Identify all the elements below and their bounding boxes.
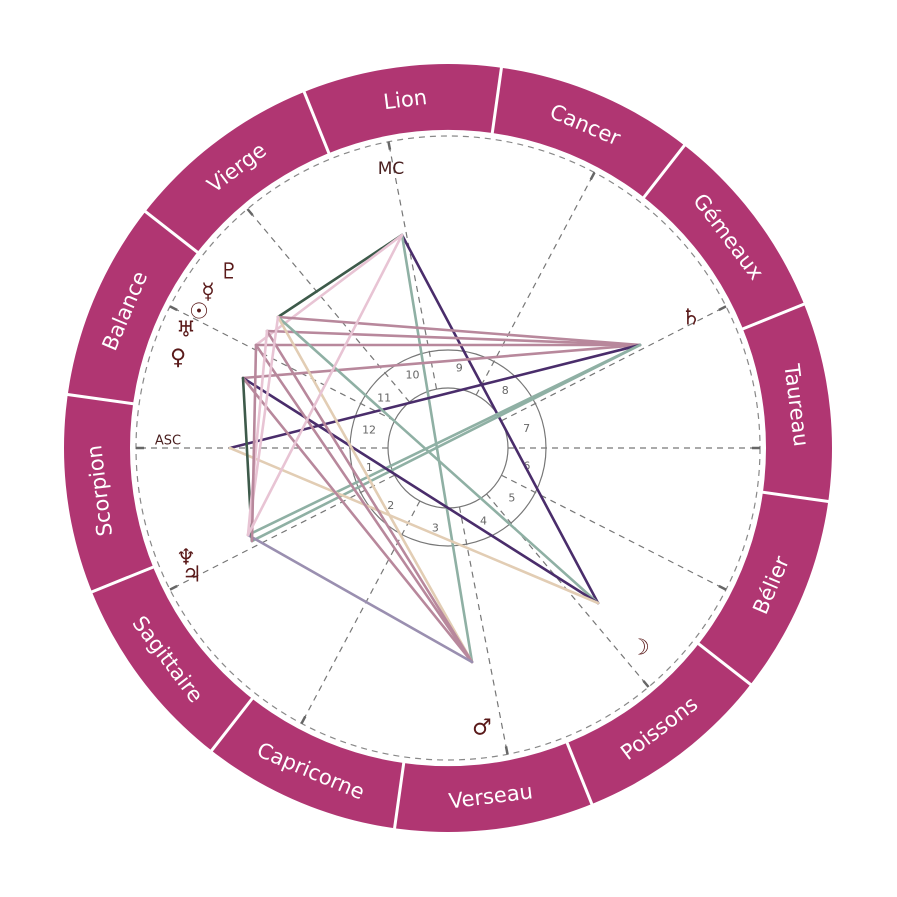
house-number: 10	[405, 369, 419, 382]
sign-divider	[302, 89, 332, 156]
house-cusp-lines	[135, 135, 761, 761]
aspect-line	[246, 233, 404, 537]
aspect-line	[265, 329, 474, 664]
cusp-tick	[642, 680, 650, 688]
house-number: 4	[480, 514, 487, 527]
aspect-line	[246, 329, 269, 537]
sign-divider	[641, 142, 687, 200]
house-number: 11	[377, 392, 391, 405]
sign-divider	[89, 564, 156, 594]
aspect-line	[241, 376, 600, 605]
house-number: 8	[502, 384, 509, 397]
cusp-tick	[718, 584, 727, 591]
aspect-line	[241, 376, 474, 664]
cusp-tick	[387, 141, 392, 150]
mars-icon: ♂	[472, 716, 492, 741]
house-number: 2	[387, 499, 394, 512]
house-cusp-line	[387, 141, 438, 390]
aspect-line	[276, 315, 642, 347]
cusp-tick	[169, 584, 178, 591]
sign-divider	[564, 740, 594, 807]
house-number: 12	[362, 423, 376, 436]
cusp-tick	[169, 305, 178, 312]
house-cusp-line	[169, 305, 395, 422]
moon-icon: ☽	[630, 636, 650, 661]
mercury-icon: ☿	[201, 280, 215, 305]
venus-icon: ♀	[170, 346, 186, 371]
cusp-tick	[504, 746, 509, 755]
aspect-line	[254, 233, 404, 347]
aspect-line	[254, 343, 474, 664]
house-number: 5	[508, 491, 515, 504]
sign-divider	[392, 760, 406, 831]
aspect-line	[250, 343, 258, 543]
pluto-icon: ♇	[219, 260, 239, 285]
saturn-icon: ♄	[681, 306, 701, 331]
house-number: 3	[432, 522, 439, 535]
aspect-line	[246, 533, 474, 664]
jupiter-icon: ♃	[182, 563, 202, 588]
sign-divider	[65, 392, 136, 406]
house-number: 6	[523, 460, 530, 473]
house-cusp-line	[169, 474, 395, 591]
sun-icon: ☉	[189, 300, 209, 325]
sign-divider	[490, 65, 504, 136]
sign-divider	[760, 490, 831, 504]
aspect-lines	[228, 233, 642, 664]
sign-divider	[142, 209, 200, 255]
house-outer-circle	[349, 349, 547, 547]
house-cusp-line	[501, 474, 727, 591]
cusp-tick	[300, 715, 307, 725]
aspect-line	[276, 233, 404, 319]
house-cusp-line	[475, 172, 596, 396]
house-number: 1	[366, 461, 373, 474]
aspect-line	[228, 446, 600, 605]
house-cusp-line	[501, 305, 727, 422]
angle-label-mc: MC	[378, 159, 405, 179]
sign-label-0: Lion	[382, 85, 428, 114]
angle-label-asc: ASC	[155, 434, 181, 449]
sign-divider	[696, 641, 754, 687]
aspect-line	[276, 315, 600, 605]
aspect-line	[265, 329, 642, 347]
house-cusp-line	[300, 500, 421, 724]
cusp-tick	[589, 171, 596, 181]
house-cusp-line	[458, 506, 509, 755]
sign-divider	[209, 696, 255, 754]
house-cusp-line	[246, 208, 410, 403]
aspect-line	[400, 233, 600, 605]
cusp-tick	[246, 208, 254, 216]
aspect-line	[228, 343, 642, 450]
cusp-tick	[718, 305, 727, 312]
aspect-line	[276, 315, 474, 664]
chart-labels: ASC MC ♇☿☉♅ ♀ ♄ ☽ ♂ ♆♃	[155, 159, 701, 741]
house-inner-circle	[387, 387, 509, 509]
sign-divider	[740, 302, 807, 332]
aspect-line	[246, 343, 642, 537]
house-number: 7	[523, 422, 530, 435]
house-number: 9	[456, 361, 463, 374]
uranus-icon: ♅	[176, 318, 196, 343]
neptune-icon: ♆	[176, 546, 196, 571]
